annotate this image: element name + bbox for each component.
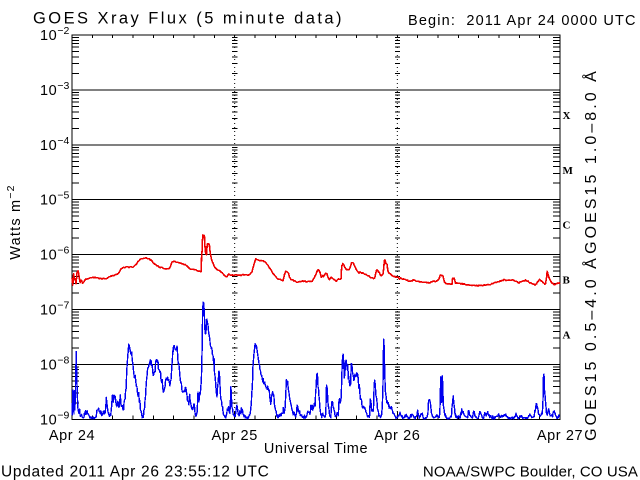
svg-text:Apr 27: Apr 27 — [537, 428, 583, 444]
svg-text:Begin: 2011 Apr 24 0000 UTC: Begin: 2011 Apr 24 0000 UTC — [408, 13, 637, 29]
svg-text:M: M — [563, 165, 574, 177]
svg-text:A: A — [563, 329, 571, 341]
svg-text:NOAA/SWPC Boulder, CO USA: NOAA/SWPC Boulder, CO USA — [423, 464, 638, 480]
svg-text:Updated 2011 Apr 26 23:55:12 U: Updated 2011 Apr 26 23:55:12 UTC — [1, 464, 270, 480]
svg-text:Apr 24: Apr 24 — [49, 428, 95, 444]
svg-text:Apr 26: Apr 26 — [374, 428, 420, 444]
svg-text:B: B — [563, 275, 571, 287]
svg-text:X: X — [563, 110, 571, 122]
svg-text:GOES15 1.0–8.0 Å: GOES15 1.0–8.0 Å — [581, 68, 600, 254]
svg-text:GOES15 0.5–4.0 Å: GOES15 0.5–4.0 Å — [581, 255, 600, 441]
svg-text:Universal Time: Universal Time — [264, 441, 368, 457]
svg-text:Watts m−2: Watts m−2 — [5, 184, 24, 259]
svg-text:Apr 25: Apr 25 — [212, 428, 258, 444]
svg-text:GOES Xray Flux (5 minute data): GOES Xray Flux (5 minute data) — [33, 10, 344, 28]
svg-text:C: C — [563, 220, 571, 232]
